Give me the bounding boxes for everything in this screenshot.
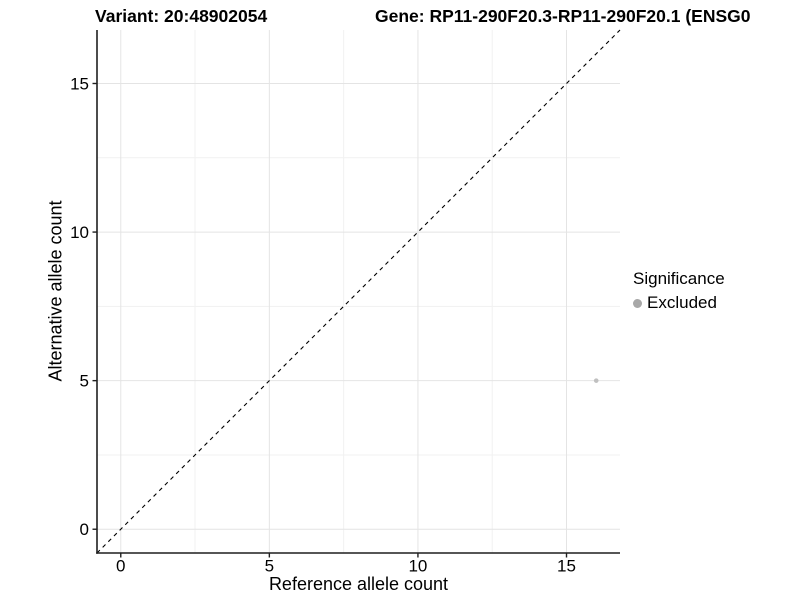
plot-title-variant: Variant: 20:48902054	[95, 6, 268, 26]
x-tick-label: 10	[408, 557, 427, 576]
identity-line	[96, 29, 621, 554]
x-tick-label: 5	[265, 557, 274, 576]
y-axis-title: Alternative allele count	[45, 200, 66, 382]
legend-title: Significance	[633, 269, 725, 288]
legend-item-label: Excluded	[647, 293, 717, 312]
x-tick-label: 15	[557, 557, 576, 576]
legend: Significance Excluded	[633, 269, 725, 313]
x-axis-title: Reference allele count	[268, 574, 449, 594]
legend-key-excluded-dot-icon	[633, 298, 642, 308]
y-tick-label: 10	[70, 223, 89, 242]
y-tick-label: 15	[70, 74, 89, 93]
plot-title-gene: Gene: RP11-290F20.3-RP11-290F20.1 (ENSG0	[375, 6, 751, 26]
y-tick-label: 5	[80, 372, 89, 391]
x-tick-label: 0	[116, 557, 125, 576]
y-tick-label: 0	[80, 520, 89, 539]
legend-item: Excluded	[633, 293, 725, 313]
data-point	[593, 378, 599, 383]
